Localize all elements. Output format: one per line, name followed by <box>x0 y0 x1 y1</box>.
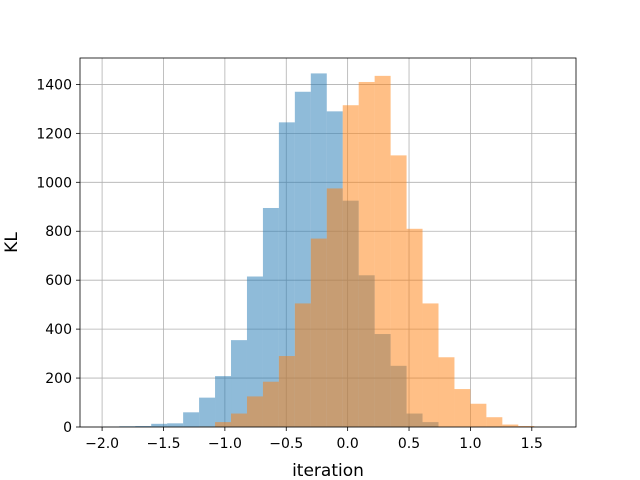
x-axis-label: iteration <box>292 461 364 480</box>
y-tick-label: 800 <box>45 224 72 240</box>
plot-frame <box>79 57 577 428</box>
histogram-bar <box>246 276 263 427</box>
histogram-bar <box>215 422 232 427</box>
x-tick-label: −0.5 <box>269 436 303 452</box>
x-tick-label: −2.0 <box>85 436 119 452</box>
x-tick-label: −1.0 <box>208 436 242 452</box>
histogram-bar <box>310 238 327 427</box>
histogram-bar <box>342 105 359 427</box>
x-tick-label: −1.5 <box>146 436 180 452</box>
histogram-bar <box>294 303 311 427</box>
histogram-bar <box>278 356 295 427</box>
histogram-bar <box>183 412 200 427</box>
y-tick-label: 200 <box>45 371 72 387</box>
histogram-bar <box>518 426 535 427</box>
x-tick-label: 1.5 <box>521 436 543 452</box>
x-tick-label: 0.5 <box>398 436 420 452</box>
histogram-bar <box>358 81 375 427</box>
histogram-bar <box>231 413 247 427</box>
histogram-bar <box>470 403 487 427</box>
bars <box>103 73 551 428</box>
histogram-bar <box>454 389 471 427</box>
y-tick-label: 600 <box>45 273 72 289</box>
y-tick-label: 1400 <box>36 77 72 93</box>
y-tick-label: 400 <box>45 322 72 338</box>
x-tick-label: 1.0 <box>459 436 481 452</box>
histogram-bar <box>278 122 295 428</box>
histogram-bar <box>406 228 423 427</box>
histogram-bar <box>438 357 455 427</box>
histogram-bar <box>262 381 279 427</box>
y-axis-label: KL <box>2 232 22 253</box>
histogram-bar <box>486 417 503 427</box>
y-tick-label: 1000 <box>36 175 72 191</box>
histogram-bar <box>151 423 168 427</box>
histogram-bar <box>326 188 343 427</box>
histogram-bar <box>374 75 391 427</box>
axes: −2.0 −1.5 −1.0 −0.5 0.0 0.5 1.0 1.5 0 200 400 600 80… <box>36 57 577 452</box>
y-tick-label: 0 <box>63 420 72 436</box>
y-tick-label: 1200 <box>36 126 72 142</box>
histogram-bar <box>422 303 439 427</box>
histogram-bar <box>215 376 232 427</box>
histogram-bar <box>502 424 519 427</box>
series-1 <box>199 75 551 427</box>
histogram-bar <box>246 396 263 427</box>
x-tick-label: 0.0 <box>337 436 359 452</box>
histogram-bar <box>135 426 152 427</box>
histogram-bar <box>231 340 247 427</box>
histogram-bar <box>167 423 184 427</box>
histogram-bar <box>199 397 216 427</box>
histogram-bar <box>262 207 279 427</box>
histogram-bar <box>390 155 407 427</box>
